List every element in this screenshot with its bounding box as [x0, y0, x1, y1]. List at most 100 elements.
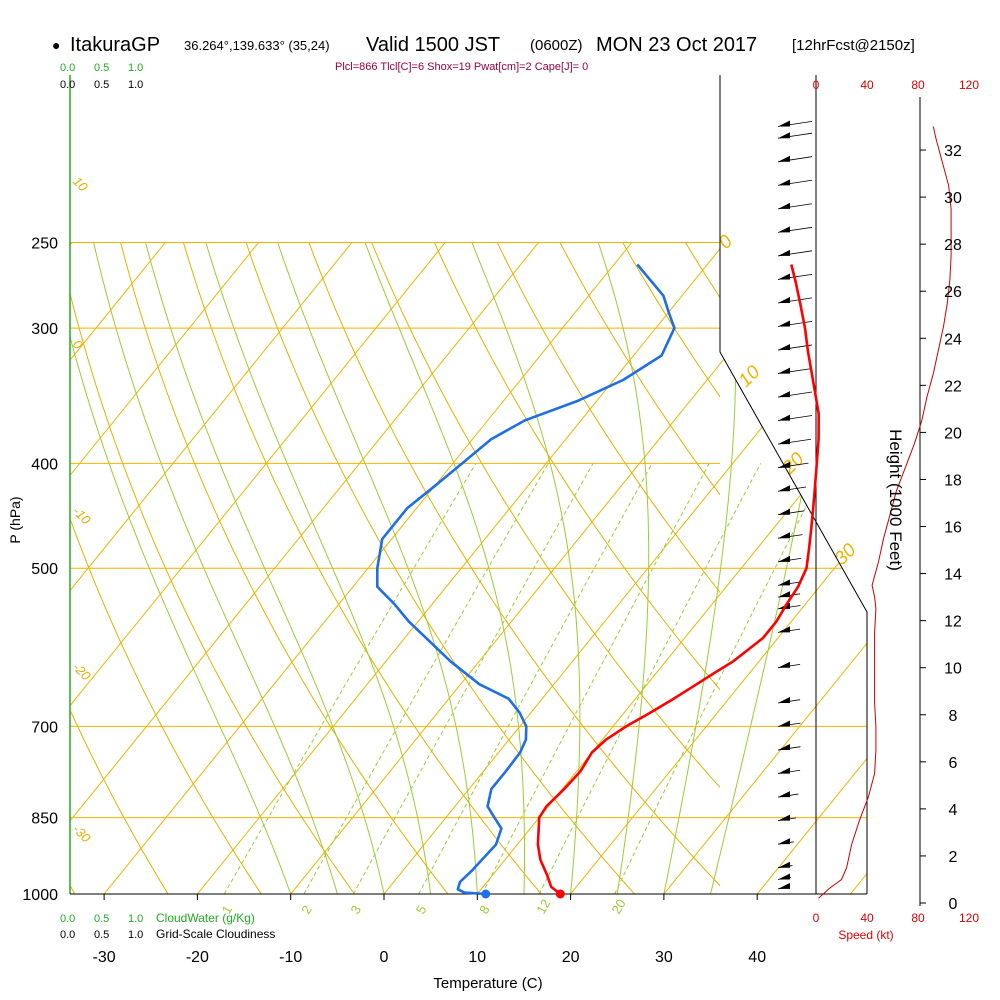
wind-barb-flag — [778, 661, 790, 668]
wind-barb — [777, 414, 813, 422]
cloud-water-scale-bottom-2: 1.0 — [128, 913, 143, 925]
pressure-tick-label: 250 — [31, 235, 58, 252]
mixing-ratio-label: 5 — [413, 903, 430, 917]
moist-adiabat-lines — [70, 242, 842, 894]
mixing-ratio-label: 2 — [298, 903, 315, 917]
moist-adiabat-line — [70, 242, 292, 894]
wind-barb-flag — [778, 873, 790, 880]
moist-adiabat-label: 0 — [715, 231, 738, 254]
x-tick-label: -30 — [93, 949, 116, 966]
moist-adiabat-line — [597, 242, 650, 894]
y-axis-title: P (hPa) — [7, 496, 23, 543]
dry-adiabat-line — [433, 242, 720, 691]
dry-adiabat-line — [70, 517, 262, 894]
wind-barb — [777, 882, 790, 890]
wind-speed-profile — [818, 126, 952, 899]
cloudiness-scale-bottom-2: 1.0 — [128, 929, 143, 941]
cloud-scales: 0.0 0.5 1.0 0.0 0.5 1.0 0.0 0.5 1.0 Clou… — [60, 62, 275, 941]
wind-barb-flag — [778, 591, 790, 598]
mixing-ratio-line — [418, 463, 653, 894]
wind-barb-flag — [778, 391, 790, 398]
header: ● ItakuraGP 36.264°,139.633° (35,24) Val… — [52, 34, 915, 73]
height-tick-label: 4 — [949, 802, 958, 819]
height-tick-label: 2 — [949, 849, 958, 866]
moist-adiabat-line — [663, 242, 737, 894]
wind-barb-flag — [778, 767, 790, 774]
cloudiness-scale-bottom-1: 0.5 — [94, 929, 109, 941]
moist-adiabat-line — [205, 242, 432, 894]
cloudiness-scale-top-0: 0.0 — [60, 79, 75, 91]
wind-barb-flag — [778, 132, 790, 139]
x-tick-label: 20 — [562, 949, 580, 966]
wind-barb — [777, 873, 792, 880]
wind-barb-flag — [778, 882, 790, 889]
height-tick-label: 0 — [949, 896, 958, 913]
dry-adiabat-line — [182, 242, 542, 894]
height-tick-label: 24 — [944, 331, 962, 348]
temperature-line — [536, 264, 821, 896]
height-tick-label: 16 — [944, 520, 962, 537]
speed-bottom-120: 120 — [959, 911, 979, 925]
wind-barb — [777, 814, 796, 822]
wind-barb — [777, 696, 801, 704]
dewpoint-line — [375, 263, 676, 896]
wind-barb-flag — [778, 155, 790, 162]
cloudiness-scale-top-1: 0.5 — [94, 79, 109, 91]
wind-barb-flag — [778, 485, 790, 492]
height-tick-label: 14 — [944, 567, 962, 584]
wind-barb-flag — [778, 120, 790, 127]
pressure-tick-label: 1000 — [22, 887, 58, 904]
mixing-ratio-line — [303, 463, 549, 894]
pressure-tick-label: 400 — [31, 456, 58, 473]
mixing-ratio-label: 12 — [533, 896, 553, 916]
wind-barb — [777, 320, 813, 327]
x-tick-label: -10 — [279, 949, 302, 966]
cloud-water-scale-top-1: 0.5 — [94, 62, 109, 74]
mixing-ratio-label: 8 — [476, 903, 493, 917]
wind-barb — [777, 155, 813, 163]
dry-adiabat-line — [559, 242, 720, 496]
cloud-water-scale-bottom-1: 0.5 — [94, 913, 109, 925]
dry-adiabat-line — [120, 242, 449, 894]
station-location: 36.264°,139.633° (35,24) — [184, 38, 330, 53]
wind-barb-flag — [778, 720, 790, 727]
wind-barb-flag — [778, 555, 790, 562]
cloud-water-scale-top-0: 0.0 — [60, 62, 75, 74]
wind-barb-flag — [778, 508, 790, 515]
isotherm-line — [756, 242, 867, 894]
pressure-tick-label: 700 — [31, 719, 58, 736]
station-name: ItakuraGP — [70, 34, 160, 56]
wind-barb-flag — [778, 861, 790, 868]
dry-adiabat-line — [70, 291, 356, 894]
wind-barb-flag — [778, 344, 790, 351]
wind-barb — [777, 179, 813, 186]
wind-barb — [777, 555, 802, 563]
pressure-tick-label: 500 — [31, 561, 58, 578]
wind-barb-flag — [778, 838, 790, 845]
wind-barb — [777, 602, 801, 610]
wind-barb-flag — [778, 202, 790, 209]
wind-barb — [777, 438, 812, 445]
dry-adiabat-lines — [70, 242, 720, 894]
wind-barb-flag — [778, 414, 790, 421]
speed-top-120: 120 — [959, 78, 979, 92]
height-tick-label: 26 — [944, 284, 962, 301]
forecast-info: [12hrFcst@2150z] — [792, 37, 915, 54]
wind-barb — [777, 579, 800, 586]
wind-barb-flag — [778, 461, 790, 468]
sounding-series — [375, 263, 821, 899]
plot-frame — [69, 75, 921, 906]
x-tick-label: 30 — [655, 949, 673, 966]
x-tick-label: 0 — [380, 949, 389, 966]
wind-barb-flag — [778, 320, 790, 327]
wind-barbs — [777, 120, 813, 890]
wind-barb — [777, 132, 813, 139]
dry-adiabat-line — [245, 242, 635, 894]
wind-barb-flag — [778, 367, 790, 374]
surface-dewpoint-point — [481, 889, 491, 899]
wind-barb-flag — [778, 249, 790, 256]
wind-barb — [777, 767, 801, 774]
moist-adiabat-line — [145, 242, 385, 894]
height-tick-label: 18 — [944, 473, 962, 490]
